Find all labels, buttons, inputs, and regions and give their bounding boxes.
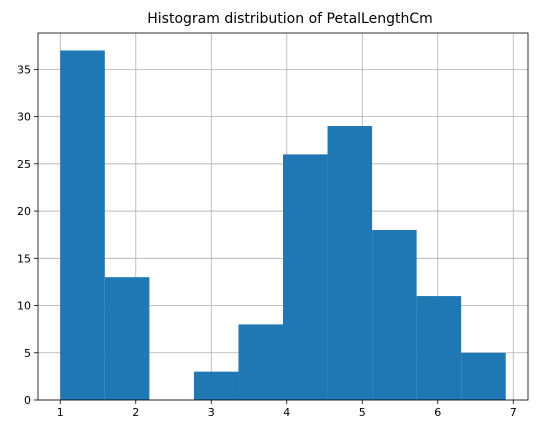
- histogram-bar: [327, 126, 373, 401]
- histogram-bar: [104, 277, 150, 400]
- histogram-bar: [60, 50, 105, 400]
- x-tick-label: 3: [208, 406, 215, 419]
- y-tick-label: 20: [17, 205, 31, 218]
- y-tick-label: 30: [17, 111, 31, 124]
- chart-title: Histogram distribution of PetalLengthCm: [147, 11, 432, 27]
- y-tick-label: 0: [24, 394, 31, 407]
- x-tick-label: 6: [434, 406, 441, 419]
- plot-frame: [37, 32, 529, 401]
- histogram-bar: [372, 229, 417, 400]
- x-tick-label: 1: [57, 406, 64, 419]
- histogram-bar: [461, 352, 506, 400]
- axes: 1 2 3 4 5 6 7 0 5 10 15 20 25 30 35: [17, 32, 529, 419]
- y-tick-label: 10: [17, 300, 31, 313]
- x-tick-label: 2: [132, 406, 139, 419]
- y-tick-label: 35: [17, 63, 31, 76]
- y-tick-label: 15: [17, 252, 31, 265]
- x-tick-label: 7: [510, 406, 517, 419]
- y-tick-label: 5: [24, 347, 31, 360]
- x-tick-label: 5: [359, 406, 366, 419]
- x-tick-label: 4: [283, 406, 290, 419]
- histogram-bar: [416, 296, 462, 400]
- histogram-bar: [193, 371, 239, 400]
- histogram-bar: [283, 154, 328, 400]
- y-tick-label: 25: [17, 158, 31, 171]
- histogram-bar: [238, 324, 283, 400]
- histogram-bars: [60, 50, 506, 401]
